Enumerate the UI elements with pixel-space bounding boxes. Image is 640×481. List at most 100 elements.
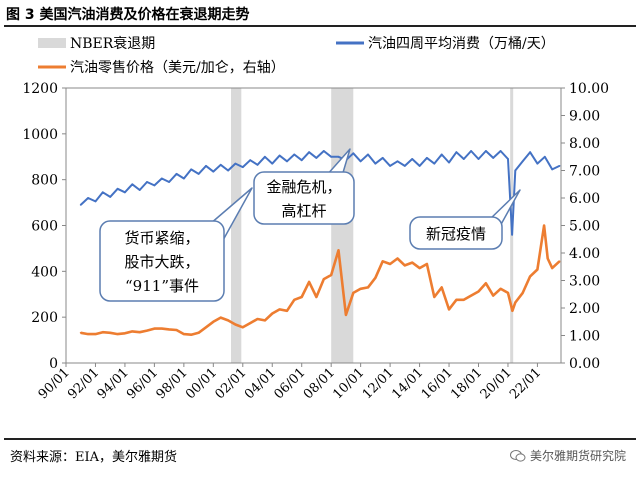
series-point-price [190,333,193,336]
series-point-price [337,249,340,252]
series-point-price [109,331,112,334]
series-point-consumption [249,159,252,162]
series-point-price [168,328,171,331]
series-point-consumption [219,163,222,166]
series-point-price [411,261,414,264]
x-tick-label: 98/01 [154,365,191,402]
series-point-price [485,282,487,285]
series-point-price [175,329,178,331]
series-point-consumption [138,189,141,191]
x-tick-label: 94/01 [95,365,132,402]
series-point-price [101,331,104,334]
x-tick-label: 22/01 [507,365,544,402]
series-point-price [536,268,539,271]
series-point-consumption [433,162,436,165]
series-point-consumption [374,162,377,165]
series-point-consumption [440,153,443,156]
series-point-consumption [543,155,546,158]
series-point-consumption [264,155,266,158]
series-point-price [389,263,391,265]
annotation-box-1 [99,220,225,302]
series-point-price [521,292,524,294]
series-point-consumption [94,200,97,203]
series-point-price [345,314,347,316]
series-point-price [131,330,134,333]
series-point-price [529,275,531,278]
legend-label-price: 汽油零售价格（美元/加仑，右轴） [70,60,285,76]
series-point-price [264,319,266,322]
series-point-consumption [227,169,230,172]
series-point-price [367,286,369,289]
series-point-consumption [175,173,178,175]
series-point-price [293,298,296,301]
series-point-consumption [153,184,156,187]
series-point-price [352,292,355,294]
annotation-text-2: 金融危机， [266,178,341,196]
series-point-consumption [359,160,362,163]
series-point-price [227,319,230,322]
series-point-consumption [286,160,288,163]
series-point-consumption [79,204,82,206]
source-note: 资料来源：EIA，美尔雅期货 [10,450,178,465]
annotation-text-2: 高杠杆 [281,202,326,220]
series-point-price [87,333,89,335]
series-point-consumption [300,159,303,162]
series-point-price [234,323,237,326]
series-point-price [546,257,549,260]
series-point-price [381,260,384,263]
series-point-price [514,301,517,304]
series-point-consumption [293,153,296,156]
series-point-price [286,309,288,312]
series-point-consumption [124,191,126,194]
annotation-box-3 [409,216,503,250]
series-point-consumption [183,177,185,180]
series-point-consumption [337,155,340,158]
series-point-price [374,276,377,279]
series-point-consumption [411,158,414,160]
series-point-consumption [485,150,487,152]
series-point-consumption [558,165,561,167]
series-point-consumption [470,150,472,152]
annotation-text-3: 新冠疫情 [426,225,486,243]
series-point-price [403,264,406,267]
annotation-text-1: “911”事件 [125,277,199,295]
series-point-price [160,327,163,330]
series-point-price [440,286,443,289]
series-point-consumption [492,157,495,159]
series-point-consumption [315,157,318,159]
recession-band-1 [231,88,242,363]
chart-series [79,150,561,337]
series-point-consumption [462,158,465,160]
series-point-consumption [160,177,163,180]
series-point-price [300,296,303,298]
series-point-consumption [271,162,274,165]
series-point-price [418,267,421,269]
y-left-tick-label: 600 [31,219,58,235]
series-point-consumption [418,165,421,167]
series-point-price [79,331,82,334]
series-point-price [138,331,141,334]
series-point-price [116,333,119,335]
recession-band-2 [331,88,354,363]
x-tick-label: 06/01 [271,365,308,402]
bottom-rule [4,438,636,440]
series-point-consumption [116,187,119,190]
series-point-consumption [499,150,502,152]
series-point-consumption [109,196,112,198]
series-point-price [124,332,126,335]
series-point-consumption [330,155,333,158]
watermark: 美尔雅期货研究院 [509,447,626,464]
x-tick-label: 20/01 [478,365,515,402]
series-point-price [219,316,222,319]
figure-title: 图 3 美国汽油消费及价格在衰退期走势 [6,7,250,23]
series-point-price [462,298,465,301]
annotation-pointer-2 [325,148,351,177]
series-point-price [448,308,450,311]
y-left-tick-label: 200 [31,310,58,326]
series-point-consumption [308,151,310,154]
x-tick-label: 92/01 [65,365,102,402]
series-point-consumption [448,161,450,164]
x-tick-label: 18/01 [448,365,485,402]
series-point-consumption [426,157,428,159]
series-point-consumption [477,158,480,160]
